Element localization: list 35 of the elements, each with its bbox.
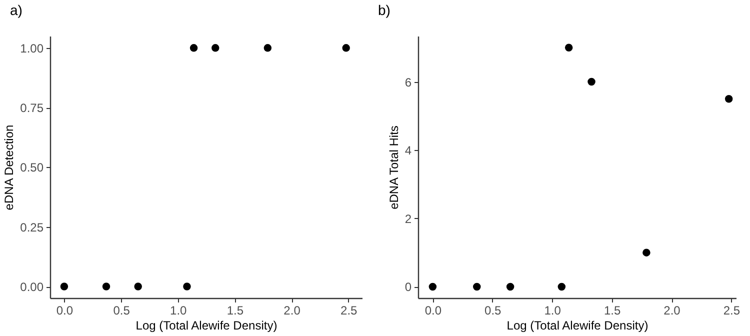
y-tick-label: 4 <box>404 144 412 158</box>
y-tick-label: 0.50 <box>20 160 44 175</box>
point <box>428 282 437 291</box>
y-axis-title: eDNA Detection <box>2 124 16 210</box>
y-tick-label: 6 <box>404 75 412 90</box>
x-tick-label: 0.5 <box>113 304 130 318</box>
y-tick-label: 1.00 <box>20 41 44 56</box>
point <box>473 282 481 291</box>
x-tick-label: 1.5 <box>604 304 621 318</box>
y-axis-title: eDNA Total Hits <box>386 126 401 210</box>
x-tick-label: 1.5 <box>226 304 244 318</box>
point <box>564 44 573 52</box>
x-axis-title: Log (Total Alewife Density) <box>136 318 278 332</box>
x-tick-label: 1.0 <box>544 304 562 318</box>
x-axis-title: Log (Total Alewife Density) <box>506 318 648 332</box>
chart-title: a) <box>10 2 22 18</box>
x-tick-label: 0.0 <box>424 304 442 318</box>
x-tick-label: 2.5 <box>340 304 358 318</box>
x-tick-label: 0.0 <box>56 304 74 318</box>
y-tick-label: 0 <box>404 280 412 294</box>
point <box>724 94 733 103</box>
y-tick-label: 0.75 <box>20 101 44 116</box>
x-tick-label: 2.5 <box>723 304 740 318</box>
point <box>506 282 514 291</box>
x-tick-label: 1.0 <box>170 304 188 318</box>
y-tick-label: 0.00 <box>20 280 44 294</box>
point <box>642 248 650 256</box>
chart-title: b) <box>378 2 390 18</box>
x-tick-label: 2.0 <box>284 304 301 318</box>
point <box>558 282 566 291</box>
x-tick-label: 0.5 <box>484 304 502 318</box>
y-tick-label: 2 <box>404 212 412 226</box>
point <box>588 78 596 86</box>
x-tick-label: 2.0 <box>664 304 681 318</box>
y-tick-label: 0.25 <box>20 220 44 234</box>
